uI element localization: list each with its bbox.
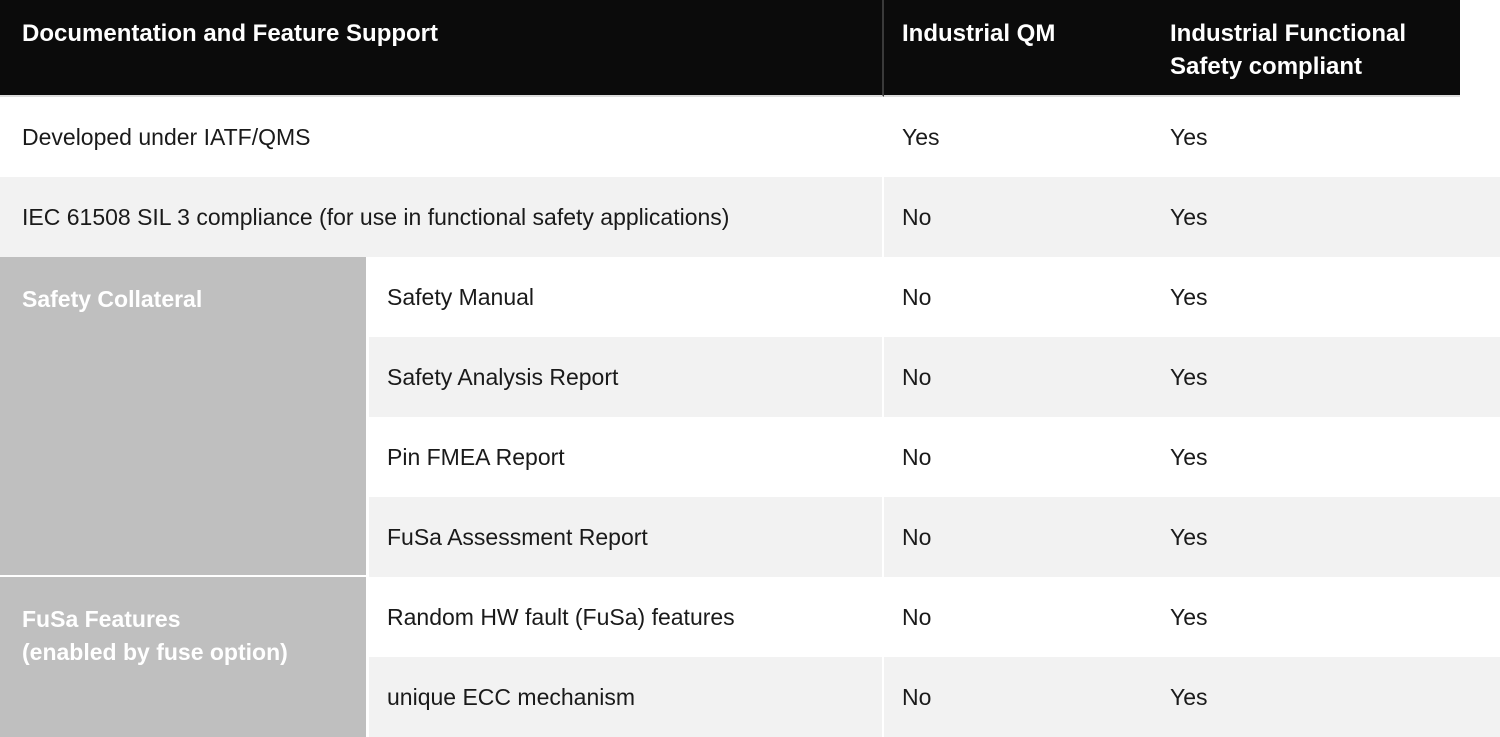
row-label-safety-manual: Safety Manual: [369, 257, 884, 337]
fusa-value: Yes: [1170, 657, 1500, 737]
row-label-safety-analysis-report: Safety Analysis Report: [369, 337, 884, 417]
row-label-developed-under-iatf-qms: Developed under IATF/QMS: [0, 97, 884, 177]
row-label-unique-ecc-mechanism: unique ECC mechanism: [369, 657, 884, 737]
row-label-iec-61508-sil3: IEC 61508 SIL 3 compliance (for use in f…: [0, 177, 884, 257]
fusa-value: Yes: [1170, 257, 1500, 337]
qm-value: No: [884, 257, 1170, 337]
section-title-safety-collateral: Safety Collateral: [0, 257, 369, 577]
qm-value: No: [884, 657, 1170, 737]
fusa-value: Yes: [1170, 497, 1500, 577]
qm-value: Yes: [884, 97, 1170, 177]
qm-value: No: [884, 177, 1170, 257]
fusa-value: Yes: [1170, 97, 1500, 177]
header-industrial-fusa-column: Industrial Functional Safety compliant: [1170, 0, 1460, 97]
qm-value: No: [884, 337, 1170, 417]
row-label-random-hw-fault-features: Random HW fault (FuSa) features: [369, 577, 884, 657]
fusa-value: Yes: [1170, 177, 1500, 257]
fusa-value: Yes: [1170, 417, 1500, 497]
row-label-pin-fmea-report: Pin FMEA Report: [369, 417, 884, 497]
header-feature-column: Documentation and Feature Support: [0, 0, 884, 97]
section-title-fusa-features: FuSa Features (enabled by fuse option): [0, 577, 369, 737]
row-label-fusa-assessment-report: FuSa Assessment Report: [369, 497, 884, 577]
fusa-value: Yes: [1170, 337, 1500, 417]
fusa-value: Yes: [1170, 577, 1500, 657]
qm-value: No: [884, 497, 1170, 577]
qm-value: No: [884, 577, 1170, 657]
header-industrial-qm-column: Industrial QM: [884, 0, 1170, 97]
qm-value: No: [884, 417, 1170, 497]
